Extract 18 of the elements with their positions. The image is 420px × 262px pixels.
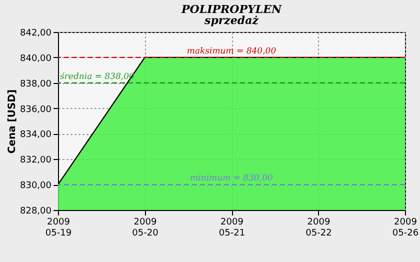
y-tick-label: 828,00	[20, 206, 52, 216]
x-tick-label: 2009 05-22	[306, 218, 332, 238]
ref-line-label: maksimum = 840,00	[186, 46, 277, 56]
chart-title: POLIPROPYLEN	[180, 3, 282, 16]
x-tick-label: 2009 05-19	[45, 218, 72, 238]
chart-subtitle: sprzedaż	[204, 14, 260, 27]
y-tick-label: 838,00	[20, 79, 52, 90]
y-tick-label: 842,00	[20, 28, 52, 38]
y-tick-label: 834,00	[20, 130, 52, 140]
y-tick-label: 832,00	[20, 156, 52, 166]
y-tick-label: 840,00	[20, 54, 52, 64]
y-tick-label: 836,00	[20, 104, 52, 115]
x-tick-label: 2009 05-21	[218, 218, 246, 238]
y-axis-title: Cena [USD]	[7, 89, 18, 154]
x-tick-label: 2009 05-20	[132, 218, 159, 238]
y-tick-label: 830,00	[20, 181, 52, 192]
x-tick-label: 2009 05-26	[392, 218, 419, 238]
ref-line-label: minimum = 830,00	[190, 174, 274, 184]
